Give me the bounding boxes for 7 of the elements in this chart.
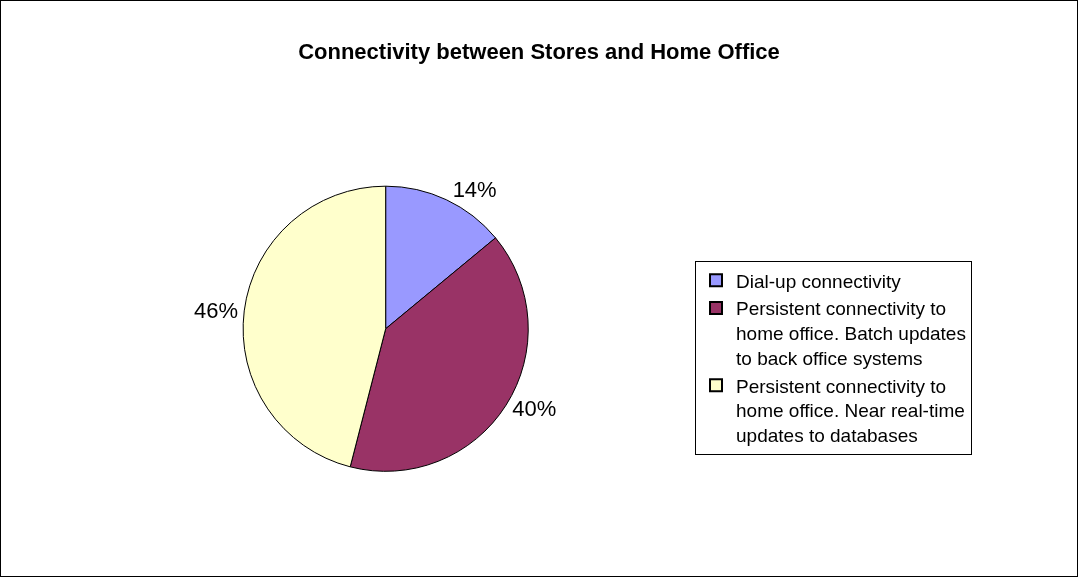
data-label: 46%	[193, 298, 238, 324]
legend-label: Dial-up connectivity	[736, 270, 902, 292]
legend-label: Persistent connectivity to home office. Batch updates to back office systems	[736, 298, 966, 369]
data-label: 14%	[452, 177, 497, 203]
legend-label: Persistent connectivity to home office. Near real-time updates to databases	[736, 375, 965, 446]
chart-title: Connectivity between Stores and Home Office	[298, 38, 780, 64]
data-label: 40%	[512, 396, 557, 422]
